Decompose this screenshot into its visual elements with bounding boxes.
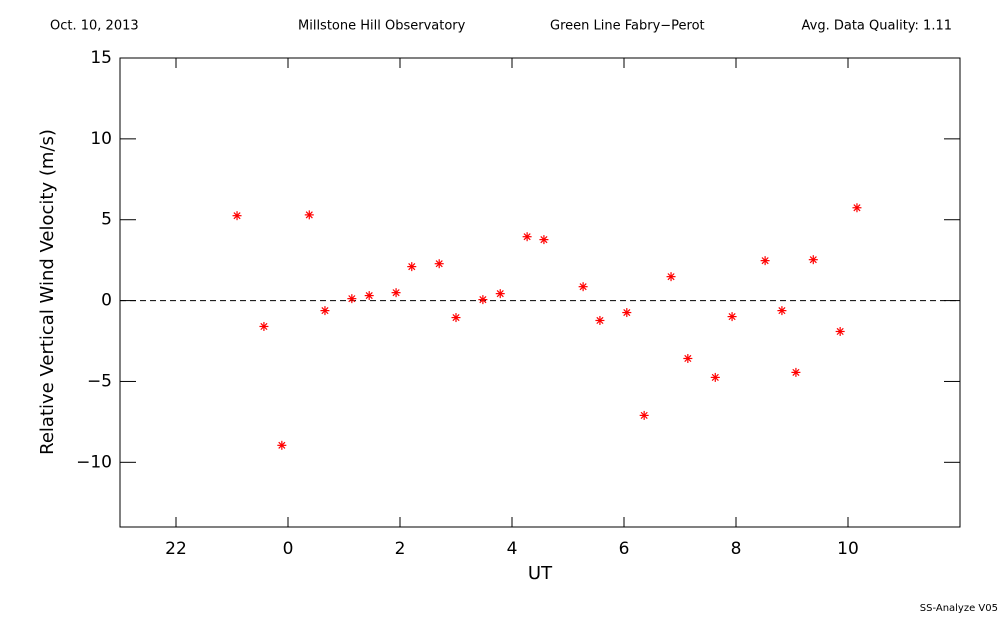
y-tick-label: −5: [87, 371, 112, 391]
point: [451, 313, 461, 323]
point: [578, 282, 588, 292]
point: [777, 306, 787, 316]
point: [407, 262, 417, 272]
point: [391, 288, 401, 298]
y-tick-label: −10: [76, 452, 112, 472]
plot-frame: [119, 57, 961, 528]
point: [639, 410, 649, 420]
y-tick-label: 0: [101, 291, 112, 311]
x-tick-label: 10: [837, 539, 859, 559]
point: [522, 232, 532, 242]
point: [539, 235, 549, 245]
x-axis-label: UT: [528, 563, 553, 584]
point: [760, 256, 770, 266]
point: [232, 211, 242, 221]
point: [434, 259, 444, 269]
x-tick-label: 22: [165, 539, 187, 559]
instrument: Green Line Fabry−Perot: [550, 19, 705, 34]
y-tick-label: 5: [101, 210, 112, 230]
point: [304, 210, 314, 220]
point: [808, 255, 818, 265]
point: [259, 321, 269, 331]
point: [320, 306, 330, 316]
point: [595, 315, 605, 325]
point: [364, 291, 374, 301]
x-tick-label: 2: [395, 539, 406, 559]
point: [495, 289, 505, 299]
y-axis-label: Relative Vertical Wind Velocity (m/s): [37, 129, 58, 455]
y-tick-label: 15: [90, 48, 112, 68]
point: [727, 312, 737, 322]
point: [852, 203, 862, 213]
data-quality: Avg. Data Quality: 1.11: [802, 19, 952, 34]
point: [835, 326, 845, 336]
x-tick-label: 0: [283, 539, 294, 559]
date: Oct. 10, 2013: [50, 19, 139, 34]
x-tick-label: 4: [507, 539, 518, 559]
y-tick-label: 10: [90, 129, 112, 149]
point: [666, 272, 676, 282]
observatory: Millstone Hill Observatory: [298, 19, 466, 34]
point: [622, 308, 632, 318]
point: [347, 294, 357, 304]
point: [791, 367, 801, 377]
point: [710, 372, 720, 382]
x-tick-label: 6: [619, 539, 630, 559]
footer: SS-Analyze V05: [920, 603, 998, 614]
point: [277, 440, 287, 450]
point: [478, 295, 488, 305]
point: [683, 353, 693, 363]
x-tick-label: 8: [731, 539, 742, 559]
